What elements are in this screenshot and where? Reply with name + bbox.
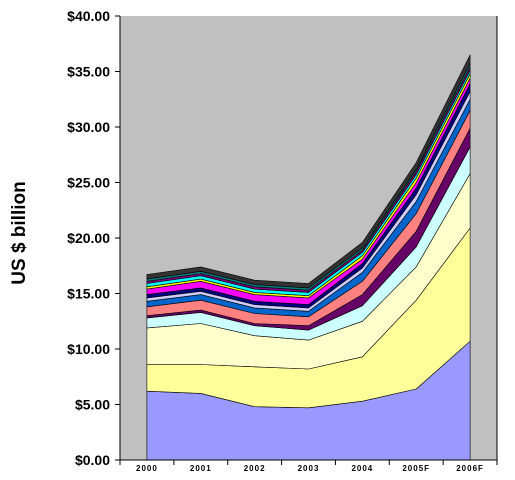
x-tick-label-2005f: 2005F — [402, 464, 430, 473]
area-series-group — [146, 54, 471, 461]
y-tick-labels: $0.00 $5.00 $10.00 $15.00 $20.00 $25.00 $30.00… — [67, 8, 110, 468]
x-tick-label-2003: 2003 — [298, 464, 320, 473]
area-series-15 — [146, 54, 471, 289]
x-tick-label-2000: 2000 — [136, 464, 158, 473]
x-tick-label-2004: 2004 — [351, 464, 373, 473]
y-axis-title: US $ billion — [9, 181, 30, 284]
y-tick-label-3: $15.00 — [67, 286, 110, 302]
x-tick-label-2001: 2001 — [190, 464, 212, 473]
y-tick-label-5: $25.00 — [67, 175, 110, 191]
x-tick-label-2002: 2002 — [244, 464, 266, 473]
y-tick-label-8: $40.00 — [67, 8, 110, 24]
y-tick-label-1: $5.00 — [75, 397, 110, 413]
axes-group — [115, 15, 498, 465]
y-tick-label-2: $10.00 — [67, 341, 110, 357]
y-tick-label-6: $30.00 — [67, 119, 110, 135]
x-tick-label-2006f: 2006F — [456, 464, 484, 473]
y-tick-label-4: $20.00 — [67, 230, 110, 246]
y-tick-label-7: $35.00 — [67, 64, 110, 80]
x-tick-labels: 2000 2001 2002 2003 2004 2005F 2006F — [136, 464, 484, 473]
y-tick-label-0: $0.00 — [75, 452, 110, 468]
